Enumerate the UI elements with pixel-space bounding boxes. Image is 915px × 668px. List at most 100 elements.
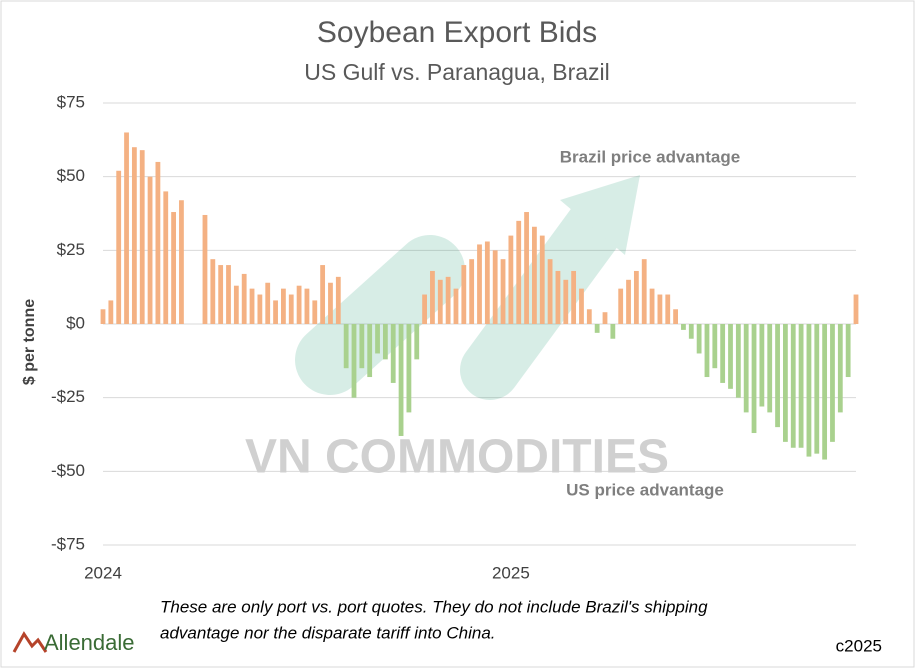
y-tick-label: $50 bbox=[57, 166, 85, 185]
bar bbox=[743, 324, 749, 413]
footnote: advantage nor the disparate tariff into … bbox=[160, 623, 496, 642]
bar bbox=[790, 324, 796, 448]
bar bbox=[328, 282, 333, 324]
bar bbox=[398, 324, 404, 436]
watermark: VN COMMODITIES bbox=[245, 431, 669, 484]
bar bbox=[218, 265, 224, 324]
bar bbox=[798, 324, 804, 448]
bar bbox=[712, 324, 718, 369]
chart-title: Soybean Export Bids bbox=[317, 16, 597, 49]
y-tick-label: -$25 bbox=[51, 387, 85, 406]
bar bbox=[147, 176, 153, 324]
bar bbox=[335, 276, 341, 324]
bar bbox=[320, 265, 326, 324]
bar bbox=[681, 324, 686, 330]
bar bbox=[469, 259, 475, 324]
bar bbox=[806, 324, 812, 457]
bar bbox=[163, 191, 169, 324]
bar bbox=[382, 324, 388, 360]
bar bbox=[265, 282, 271, 324]
bar bbox=[108, 300, 114, 324]
bar bbox=[633, 270, 639, 324]
bar bbox=[579, 288, 584, 324]
credit: c2025 bbox=[836, 636, 882, 655]
bar bbox=[343, 324, 349, 369]
bar bbox=[422, 294, 427, 324]
bar bbox=[830, 324, 835, 442]
bar bbox=[273, 300, 278, 324]
bar bbox=[288, 294, 294, 324]
chart-subtitle: US Gulf vs. Paranagua, Brazil bbox=[304, 59, 610, 85]
bar bbox=[673, 309, 678, 324]
bar bbox=[571, 270, 577, 324]
bar bbox=[563, 279, 569, 324]
logo-icon bbox=[12, 631, 48, 653]
bar bbox=[484, 241, 490, 324]
bar bbox=[492, 250, 498, 324]
bar bbox=[445, 276, 451, 324]
y-axis-label: $ per tonne bbox=[21, 299, 38, 385]
bar bbox=[845, 324, 851, 378]
bar bbox=[100, 309, 106, 324]
bar bbox=[124, 132, 129, 324]
bar bbox=[688, 324, 694, 339]
bar bbox=[139, 150, 145, 324]
bar bbox=[524, 212, 529, 324]
bar bbox=[751, 324, 757, 434]
bar bbox=[767, 324, 773, 413]
bar bbox=[241, 273, 247, 324]
bar bbox=[508, 235, 514, 324]
bar bbox=[594, 324, 600, 333]
bar bbox=[179, 200, 184, 324]
bar bbox=[430, 270, 435, 324]
logo: Allendale bbox=[44, 630, 135, 655]
bar bbox=[437, 279, 443, 324]
bar bbox=[359, 324, 365, 369]
bar bbox=[602, 312, 608, 324]
y-tick-label: -$75 bbox=[51, 534, 85, 553]
x-tick-label: 2025 bbox=[492, 563, 530, 582]
bar bbox=[257, 294, 263, 324]
bar bbox=[759, 324, 765, 407]
bar bbox=[657, 294, 663, 324]
bar bbox=[171, 212, 176, 324]
bar bbox=[822, 324, 828, 460]
bar bbox=[202, 214, 208, 324]
bar bbox=[296, 285, 302, 324]
bar bbox=[853, 294, 859, 324]
bar bbox=[453, 288, 459, 324]
bar bbox=[814, 324, 820, 454]
bar bbox=[516, 220, 522, 324]
bar bbox=[665, 294, 671, 324]
bar bbox=[155, 161, 161, 324]
bar bbox=[233, 285, 239, 324]
bar bbox=[367, 324, 373, 378]
bar bbox=[116, 170, 122, 324]
bar bbox=[610, 324, 616, 339]
bar bbox=[375, 324, 380, 354]
bar bbox=[406, 324, 412, 413]
bar bbox=[500, 259, 506, 324]
bar bbox=[532, 226, 537, 324]
bar bbox=[390, 324, 396, 383]
bar bbox=[249, 288, 255, 324]
bar bbox=[312, 300, 318, 324]
bar bbox=[547, 259, 553, 324]
bar bbox=[735, 324, 741, 398]
bar bbox=[226, 265, 231, 324]
bar bbox=[696, 324, 702, 354]
bar bbox=[477, 244, 482, 324]
annotation: Brazil price advantage bbox=[560, 147, 740, 166]
bar bbox=[304, 288, 310, 324]
bar bbox=[281, 288, 286, 324]
bar bbox=[351, 324, 357, 398]
y-tick-label: -$50 bbox=[51, 461, 85, 480]
x-tick-label: 2024 bbox=[84, 563, 122, 582]
bar bbox=[131, 147, 137, 324]
bar bbox=[704, 324, 710, 378]
bar bbox=[649, 288, 655, 324]
bar bbox=[461, 265, 467, 324]
bar bbox=[618, 288, 624, 324]
